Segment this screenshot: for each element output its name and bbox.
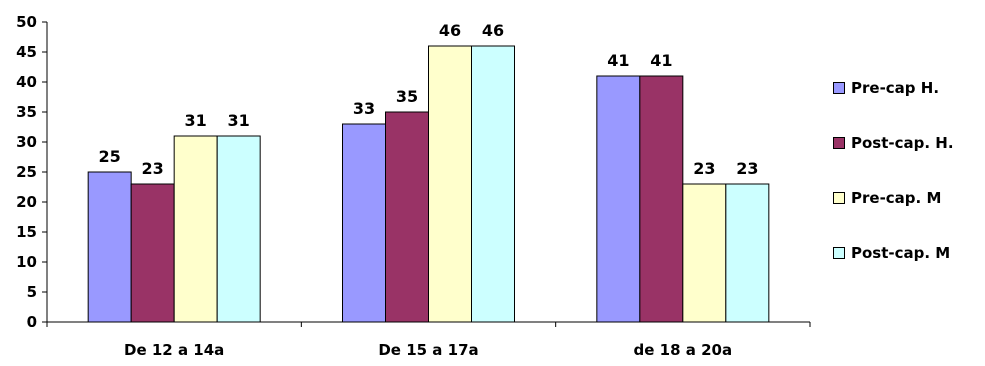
- legend-item: Post-cap. H.: [833, 133, 954, 153]
- x-tick-label: de 18 a 20a: [634, 341, 733, 359]
- legend: Pre-cap H. Post-cap. H. Pre-cap. M Post-cap…: [833, 78, 954, 298]
- y-tick-label: 5: [27, 283, 37, 301]
- bar: [87, 171, 132, 323]
- legend-label: Post-cap. M: [851, 244, 951, 262]
- data-label: 46: [439, 21, 461, 40]
- legend-label: Post-cap. H.: [851, 134, 954, 152]
- bar: [639, 75, 684, 323]
- bar: [173, 135, 218, 323]
- legend-label: Pre-cap H.: [851, 79, 940, 97]
- bar: [725, 183, 770, 323]
- data-label: 33: [353, 99, 375, 118]
- bar: [471, 45, 515, 323]
- y-tick-label: 10: [16, 253, 37, 271]
- x-tick-label: De 15 a 17a: [378, 341, 478, 359]
- data-label: 23: [736, 159, 758, 178]
- y-tick-label: 35: [16, 103, 37, 121]
- y-tick-label: 40: [16, 73, 37, 91]
- bar: [428, 45, 472, 323]
- y-tick-label: 20: [16, 193, 37, 211]
- legend-swatch: [833, 192, 845, 204]
- legend-label: Pre-cap. M: [851, 189, 942, 207]
- legend-item: Post-cap. M: [833, 243, 954, 263]
- y-tick-label: 50: [16, 13, 37, 31]
- y-tick-label: 30: [16, 133, 37, 151]
- y-tick-label: 25: [16, 163, 37, 181]
- y-tick-label: 0: [27, 313, 37, 331]
- bar: [342, 123, 386, 323]
- bar: [130, 183, 175, 323]
- y-tick-label: 45: [16, 43, 37, 61]
- bar: [682, 183, 727, 323]
- y-tick-label: 15: [16, 223, 37, 241]
- data-label: 46: [482, 21, 504, 40]
- data-label: 31: [185, 111, 207, 130]
- legend-swatch: [833, 82, 845, 94]
- data-label: 31: [228, 111, 250, 130]
- data-label: 35: [396, 87, 418, 106]
- data-label: 41: [650, 51, 672, 70]
- bar: [216, 135, 261, 323]
- data-label: 25: [99, 147, 121, 166]
- x-tick-label: De 12 a 14a: [124, 341, 224, 359]
- legend-swatch: [833, 247, 845, 259]
- legend-item: Pre-cap. M: [833, 188, 954, 208]
- data-label: 23: [142, 159, 164, 178]
- bar: [385, 111, 429, 323]
- data-label: 23: [693, 159, 715, 178]
- data-label: 41: [607, 51, 629, 70]
- legend-swatch: [833, 137, 845, 149]
- bar: [596, 75, 641, 323]
- legend-item: Pre-cap H.: [833, 78, 954, 98]
